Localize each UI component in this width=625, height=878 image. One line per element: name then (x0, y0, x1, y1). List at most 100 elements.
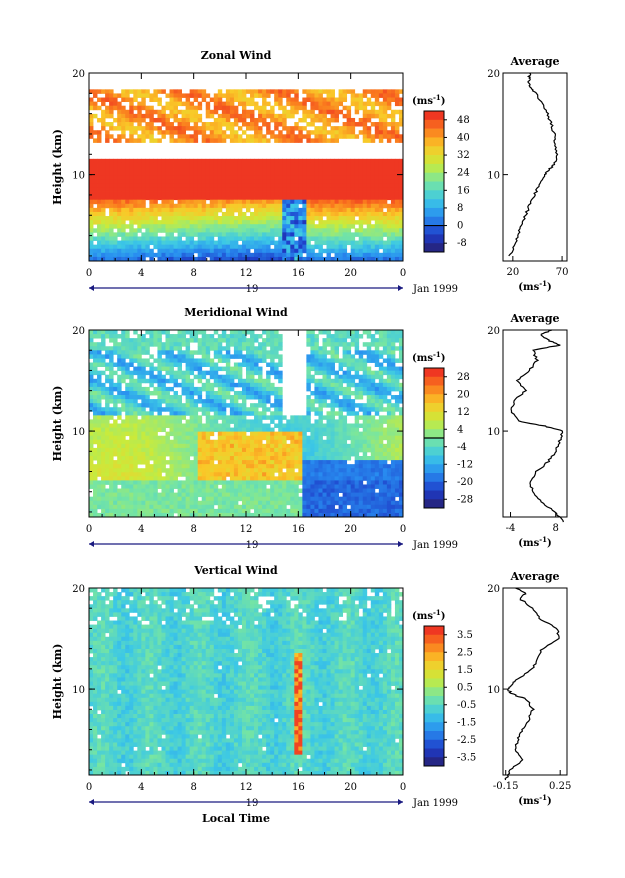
heatmap-cell (210, 134, 214, 138)
heatmap-cell (355, 464, 359, 468)
heatmap-cell (89, 468, 93, 472)
heatmap-cell (351, 358, 355, 362)
heatmap-cell (226, 192, 230, 196)
heatmap-cell (270, 363, 274, 367)
heatmap-cell (395, 220, 399, 224)
heatmap-cell (339, 167, 343, 171)
heatmap-cell (387, 196, 391, 200)
heatmap-cell (310, 179, 314, 183)
heatmap-cell (298, 126, 302, 130)
heatmap-cell (359, 200, 363, 204)
heatmap-cell (141, 334, 145, 338)
heatmap-cell (367, 330, 371, 334)
heatmap-cell (218, 452, 222, 456)
heatmap-cell (182, 118, 186, 122)
heatmap-cell (93, 367, 97, 371)
heatmap-cell (206, 350, 210, 354)
heatmap-cell (178, 395, 182, 399)
heatmap-cell (145, 196, 149, 200)
heatmap-cell (371, 338, 375, 342)
heatmap-cell (250, 452, 254, 456)
heatmap-cell (178, 411, 182, 415)
heatmap-cell (210, 375, 214, 379)
heatmap-cell (379, 138, 383, 142)
heatmap-cell (234, 354, 238, 358)
heatmap-cell (125, 371, 129, 375)
heatmap-cell (294, 134, 298, 138)
heatmap-cell (258, 208, 262, 212)
heatmap-cell (113, 175, 117, 179)
heatmap-cell (395, 102, 399, 106)
heatmap-cell (194, 411, 198, 415)
heatmap-cell (234, 448, 238, 452)
heatmap-cell (178, 253, 182, 257)
heatmap-cell (306, 460, 310, 464)
heatmap-cell (238, 200, 242, 204)
heatmap-cell (266, 371, 270, 375)
heatmap-cell (174, 208, 178, 212)
heatmap-cell (89, 249, 93, 253)
heatmap-cell (226, 448, 230, 452)
heatmap-cell (351, 98, 355, 102)
heatmap-cell (238, 228, 242, 232)
heatmap-cell (258, 212, 262, 216)
heatmap-cell (387, 399, 391, 403)
heatmap-cell (322, 452, 326, 456)
heatmap-cell (246, 110, 250, 114)
heatmap-cell (395, 110, 399, 114)
heatmap-cell (161, 395, 165, 399)
heatmap-cell (339, 200, 343, 204)
heatmap-cell (129, 253, 133, 257)
heatmap-cell (298, 432, 302, 436)
heatmap-cell (314, 367, 318, 371)
heatmap-cell (129, 98, 133, 102)
heatmap-cell (258, 106, 262, 110)
heatmap-cell (391, 245, 395, 249)
heatmap-cell (327, 387, 331, 391)
heatmap-cell (242, 387, 246, 391)
heatmap-cell (109, 424, 113, 428)
heatmap-cell (214, 175, 218, 179)
heatmap-cell (121, 428, 125, 432)
heatmap-cell (101, 363, 105, 367)
heatmap-cell (335, 338, 339, 342)
heatmap-cell (145, 428, 149, 432)
heatmap-cell (97, 98, 101, 102)
heatmap-cell (242, 448, 246, 452)
heatmap-cell (230, 436, 234, 440)
heatmap-cell (359, 391, 363, 395)
heatmap-cell (129, 395, 133, 399)
heatmap-cell (290, 232, 294, 236)
heatmap-cell (298, 130, 302, 134)
heatmap-cell (298, 118, 302, 122)
heatmap-cell (351, 399, 355, 403)
heatmap-cell (250, 411, 254, 415)
heatmap-cell (351, 163, 355, 167)
heatmap-cell (302, 98, 306, 102)
heatmap-cell (174, 444, 178, 448)
heatmap-cell (262, 175, 266, 179)
heatmap-cell (379, 342, 383, 346)
heatmap-cell (383, 196, 387, 200)
heatmap-cell (375, 383, 379, 387)
heatmap-cell (254, 379, 258, 383)
heatmap-cell (339, 444, 343, 448)
heatmap-cell (222, 375, 226, 379)
heatmap-cell (254, 354, 258, 358)
heatmap-cell (121, 175, 125, 179)
heatmap-cell (391, 436, 395, 440)
heatmap-cell (234, 200, 238, 204)
heatmap-cell (141, 98, 145, 102)
heatmap-cell (109, 456, 113, 460)
heatmap-cell (258, 387, 262, 391)
heatmap-cell (383, 249, 387, 253)
heatmap-cell (379, 216, 383, 220)
heatmap-cell (117, 216, 121, 220)
heatmap-cell (121, 114, 125, 118)
heatmap-cell (254, 387, 258, 391)
heatmap-cell (258, 134, 262, 138)
heatmap-cell (202, 163, 206, 167)
heatmap-cell (242, 403, 246, 407)
heatmap-cell (218, 179, 222, 183)
